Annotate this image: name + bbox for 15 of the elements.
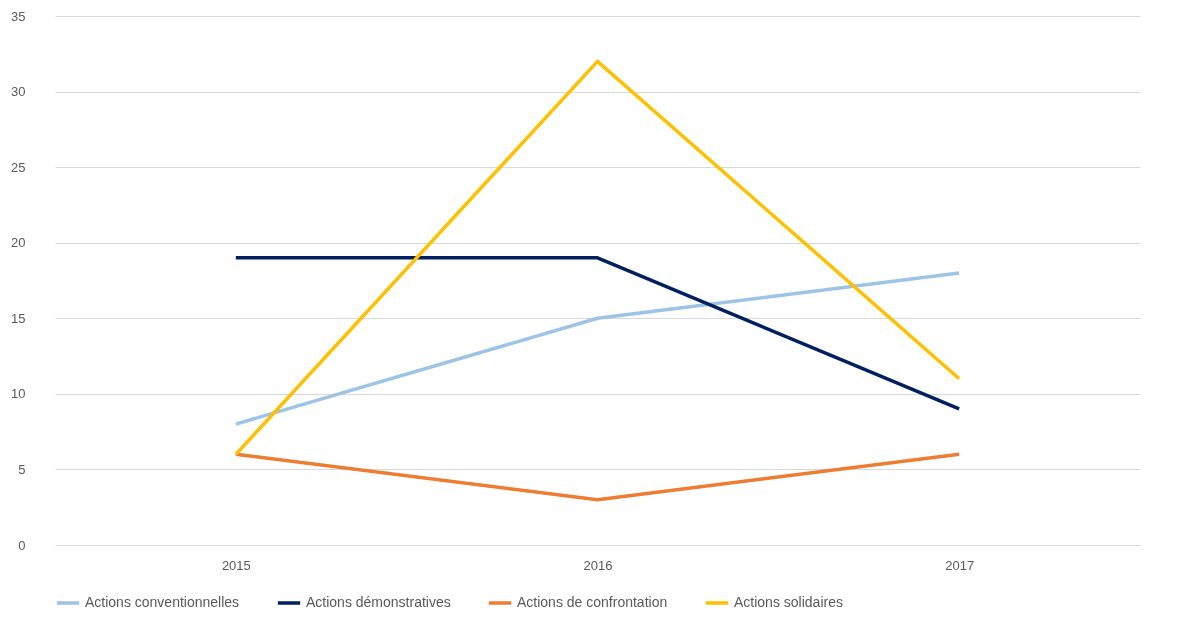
y-tick-label: 15 xyxy=(11,310,26,326)
legend-label: Actions démonstratives xyxy=(306,594,451,610)
x-tick-label: 2015 xyxy=(221,557,251,573)
y-tick-label: 25 xyxy=(11,159,26,175)
y-tick-label: 20 xyxy=(11,235,26,251)
y-tick-label: 30 xyxy=(11,84,26,100)
legend-label: Actions conventionnelles xyxy=(85,594,240,610)
y-tick-label: 5 xyxy=(18,461,26,477)
legend-label: Actions solidaires xyxy=(734,594,843,610)
x-tick-label: 2017 xyxy=(945,557,975,573)
y-tick-label: 35 xyxy=(11,8,26,24)
x-tick-label: 2016 xyxy=(583,557,613,573)
legend-label: Actions de confrontation xyxy=(517,594,668,610)
y-tick-label: 10 xyxy=(11,386,26,402)
y-tick-label: 0 xyxy=(18,537,26,553)
